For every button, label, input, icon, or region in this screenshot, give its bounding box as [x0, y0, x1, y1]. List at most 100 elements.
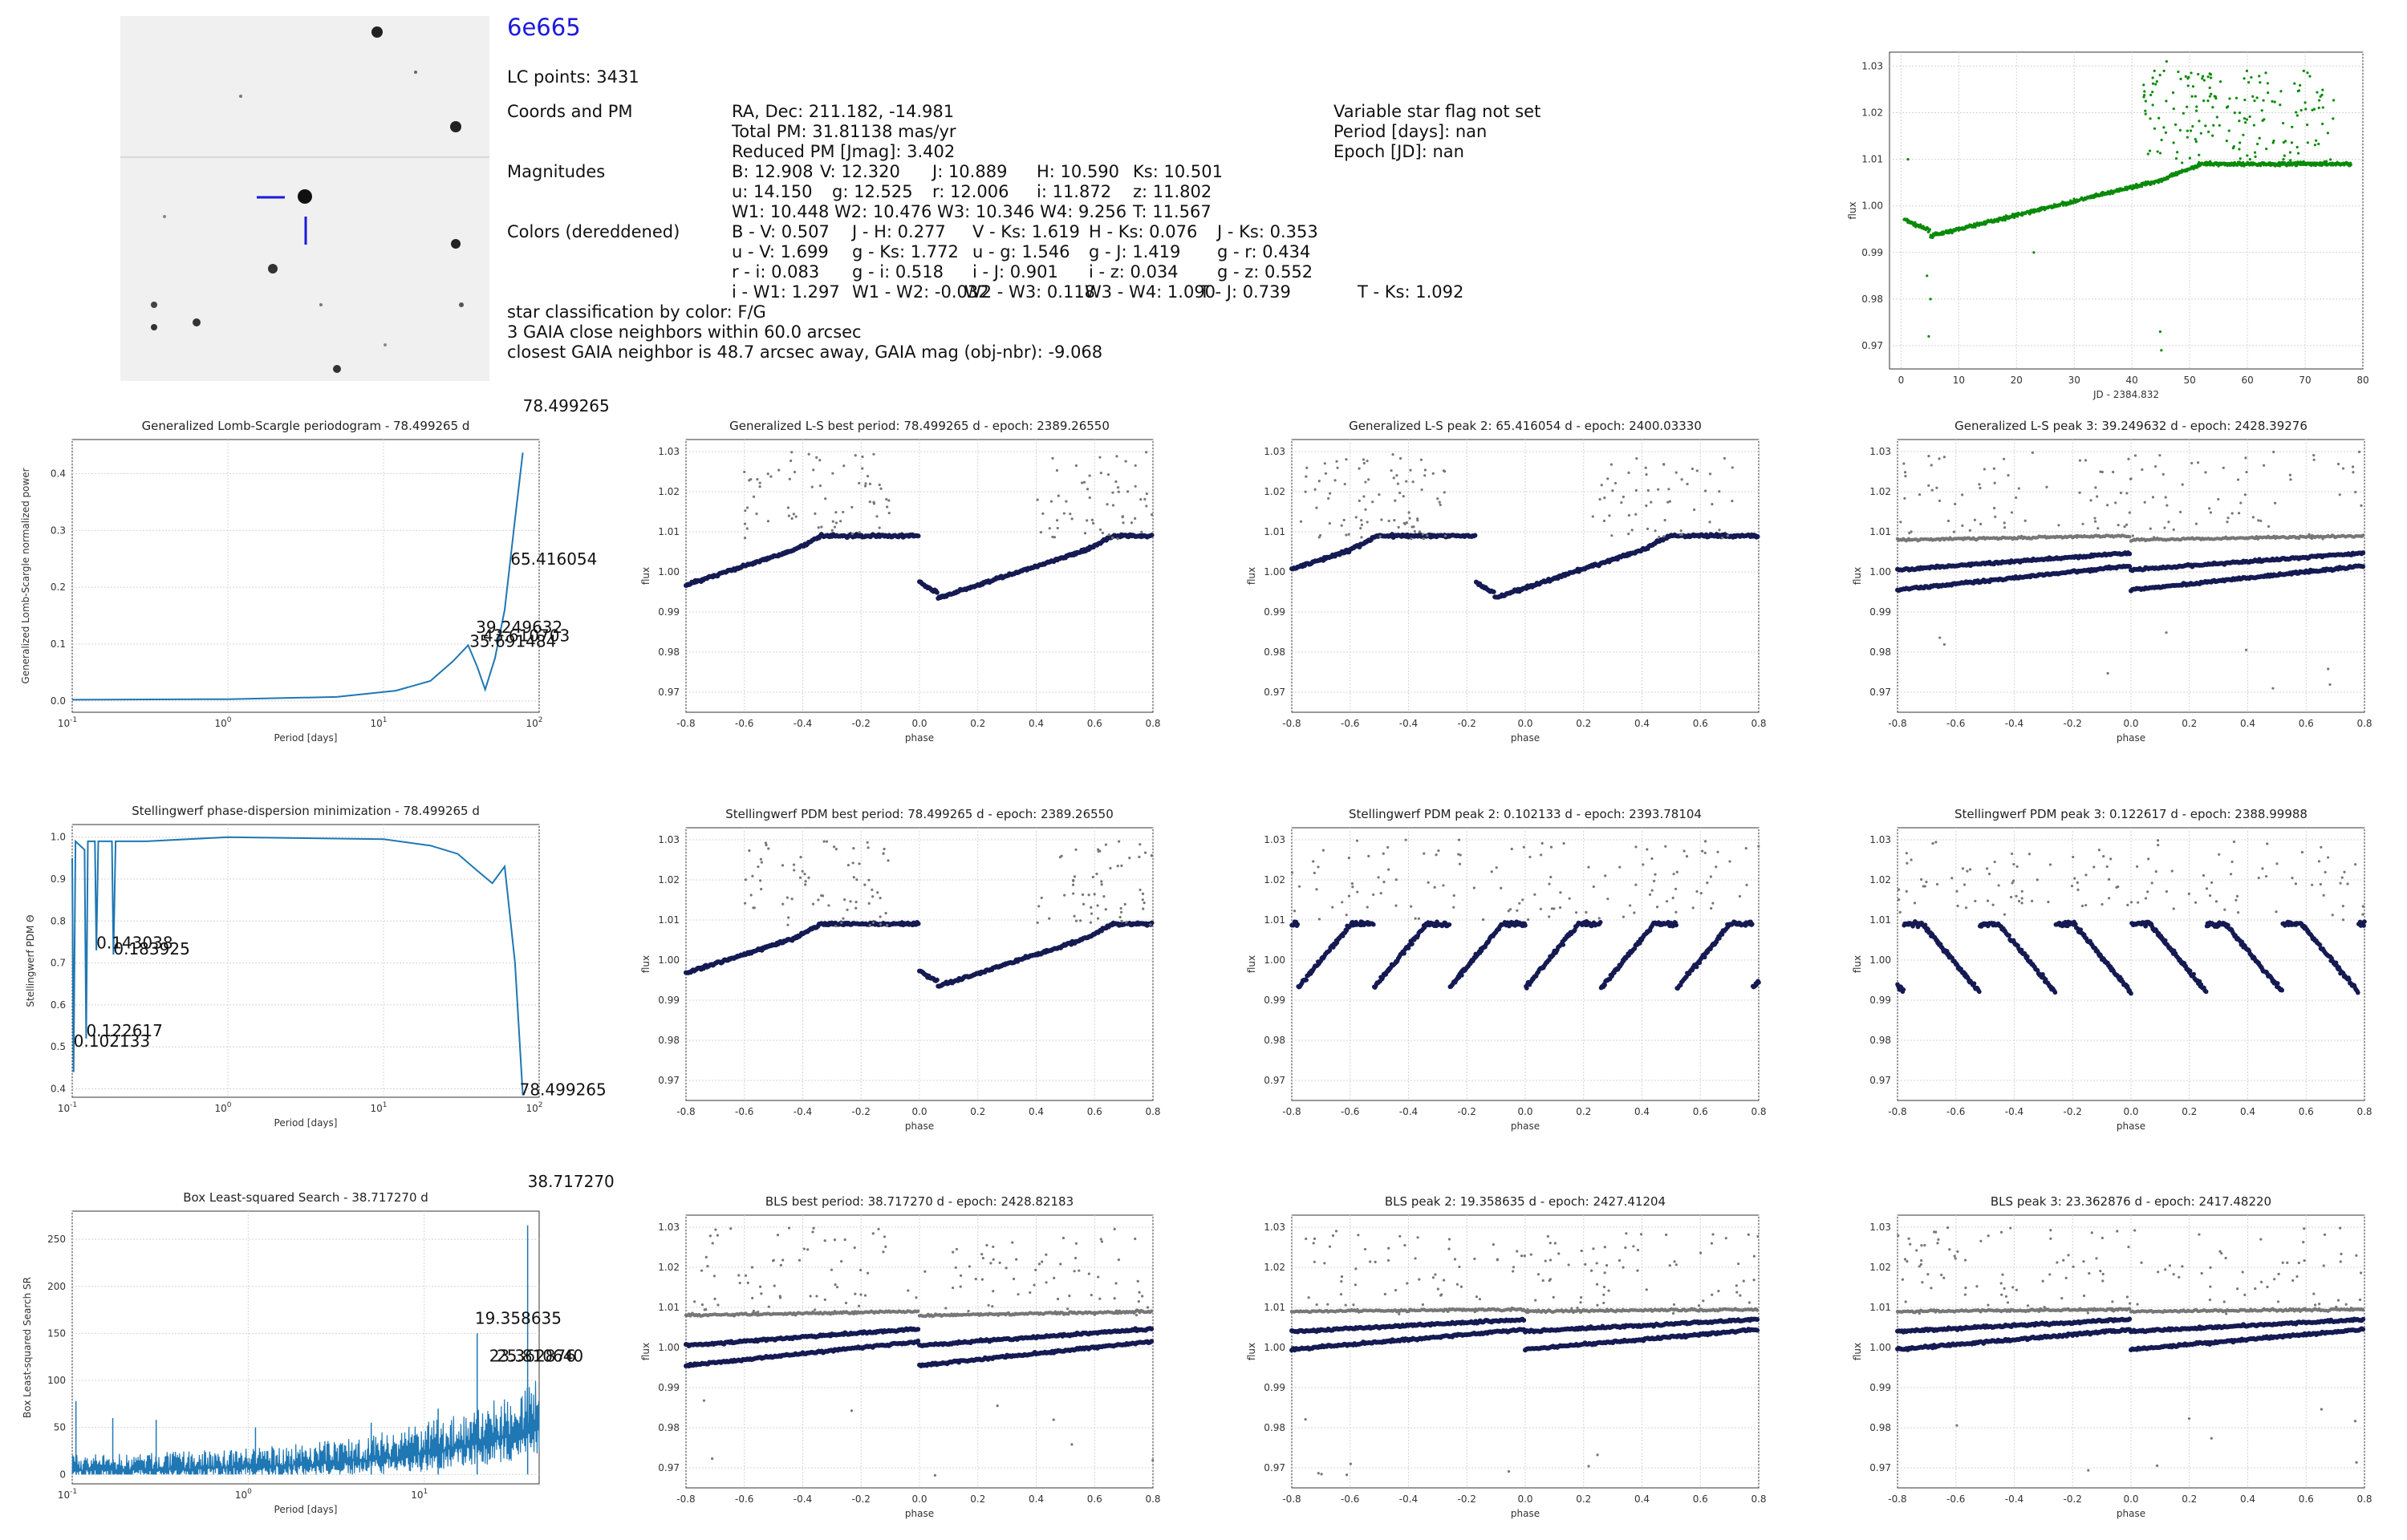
phase-point: [868, 923, 871, 927]
lc-point: [2279, 90, 2283, 93]
x-tick-label: 101: [370, 1101, 387, 1114]
y-tick-label: 0.1: [51, 638, 66, 650]
phase-point: [1602, 983, 1607, 987]
phase-point: [2089, 499, 2092, 502]
phase-point: [751, 874, 754, 877]
coords-value: Reduced PM [Jmag]: 3.402: [732, 142, 956, 161]
lc-point: [2273, 100, 2276, 103]
phase-point: [871, 895, 875, 898]
x-tick-label: 0.6: [1693, 718, 1708, 729]
phase-point: [1903, 496, 1906, 500]
phase-point: [1930, 464, 1933, 467]
classification: star classification by color: F/G: [507, 302, 766, 322]
lc-point: [2178, 128, 2182, 132]
y-tick-label: 1.03: [1264, 834, 1285, 845]
phase-point: [752, 495, 756, 498]
x-tick-label: 0.4: [2240, 718, 2255, 729]
y-axis-label: flux: [1246, 567, 1257, 585]
phase-point: [1366, 460, 1369, 463]
phase-point: [1472, 533, 1478, 538]
phase-point: [2094, 486, 2097, 489]
phase-point: [1101, 531, 1104, 535]
y-tick-label: 0.4: [51, 1084, 66, 1095]
x-tick-label: -0.2: [1458, 718, 1476, 729]
y-axis-label: flux: [640, 567, 651, 585]
lc-point: [2271, 99, 2274, 103]
phase-point: [1691, 467, 1694, 471]
phase-point: [1378, 492, 1381, 496]
phase-point: [1613, 481, 1618, 485]
ls-periodogram-plot: 0.00.10.20.30.410-1 100 101 102Generalized …: [20, 396, 610, 744]
variability-value: Period [days]: nan: [1333, 122, 1488, 141]
phase-point: [1459, 973, 1464, 978]
lc-point: [2258, 75, 2261, 78]
lc-point: [2243, 77, 2246, 80]
phase-point: [1345, 533, 1348, 537]
phase-point: [1120, 864, 1123, 867]
phase-point: [2328, 683, 2332, 687]
y-tick-label: 1.00: [658, 954, 680, 966]
phase-point: [1679, 529, 1682, 533]
lc-point: [2158, 73, 2161, 77]
phase-point: [1041, 512, 1045, 515]
phase-point: [1124, 460, 1127, 463]
phase-point: [1145, 505, 1148, 508]
phase-point: [1088, 474, 1091, 477]
x-tick-label: -0.2: [2064, 718, 2082, 729]
x-tick-label: -0.2: [1458, 1106, 1476, 1117]
phase-point: [815, 456, 818, 459]
y-axis-label: Generalized Lomb-Scargle normalized powe…: [20, 468, 31, 683]
phase-point: [2017, 487, 2020, 490]
phase-point: [2093, 517, 2096, 520]
lc-point: [2253, 99, 2256, 103]
phase-point: [743, 522, 747, 525]
x-tick-label: 0.2: [970, 718, 985, 729]
lc-point: [2210, 76, 2213, 79]
phase-point: [749, 894, 753, 897]
magnitude-value: W1: 10.448 W2: 10.476 W3: 10.346 W4: 9.2…: [732, 202, 1127, 221]
x-tick-label: -0.8: [676, 718, 695, 729]
y-tick-label: 1.00: [1264, 954, 1285, 966]
phase-point: [1410, 537, 1413, 541]
phase-point: [852, 847, 855, 850]
lc-point: [2198, 160, 2201, 164]
phase-point: [2327, 667, 2330, 671]
phase-point: [1079, 919, 1082, 922]
phase-point: [1591, 515, 1594, 518]
phase-point: [1139, 888, 1142, 892]
phase-point: [2341, 467, 2345, 470]
lc-point: [2156, 150, 2159, 153]
phase-point: [2127, 534, 2132, 539]
magnitude-value: T: 11.567: [1133, 202, 1212, 221]
phase-point: [744, 509, 747, 513]
phase-point: [1918, 493, 1922, 496]
lc-point: [2218, 124, 2221, 127]
phase-point: [1104, 908, 1107, 911]
lc-point: [2194, 95, 2197, 98]
phase-point: [1080, 481, 1084, 484]
x-axis-label: phase: [1511, 732, 1540, 744]
phase-point: [799, 856, 802, 859]
phase-point: [2196, 461, 2200, 464]
phase-point: [834, 848, 838, 851]
y-tick-label: 0.99: [1869, 606, 1891, 618]
phase-point: [1597, 919, 1603, 925]
phase-point: [1313, 488, 1317, 491]
phase-point: [1927, 455, 1930, 458]
phase-point: [1598, 497, 1601, 501]
phase-point: [1116, 486, 1120, 489]
lc-point: [2210, 92, 2213, 95]
phase-point: [1960, 493, 1964, 496]
x-tick-label: -0.2: [852, 1106, 871, 1117]
phase-point: [752, 906, 755, 910]
phase-point: [1662, 463, 1666, 466]
phase-point: [2226, 521, 2229, 524]
lc-point: [2261, 161, 2264, 164]
lc-point: [2015, 215, 2019, 218]
phase-point: [2194, 522, 2198, 525]
lc-point: [2154, 83, 2157, 86]
x-tick-label: 10-1: [58, 716, 77, 729]
phase-point: [1431, 472, 1435, 475]
phase-point: [887, 499, 891, 502]
phase-point: [755, 512, 758, 516]
